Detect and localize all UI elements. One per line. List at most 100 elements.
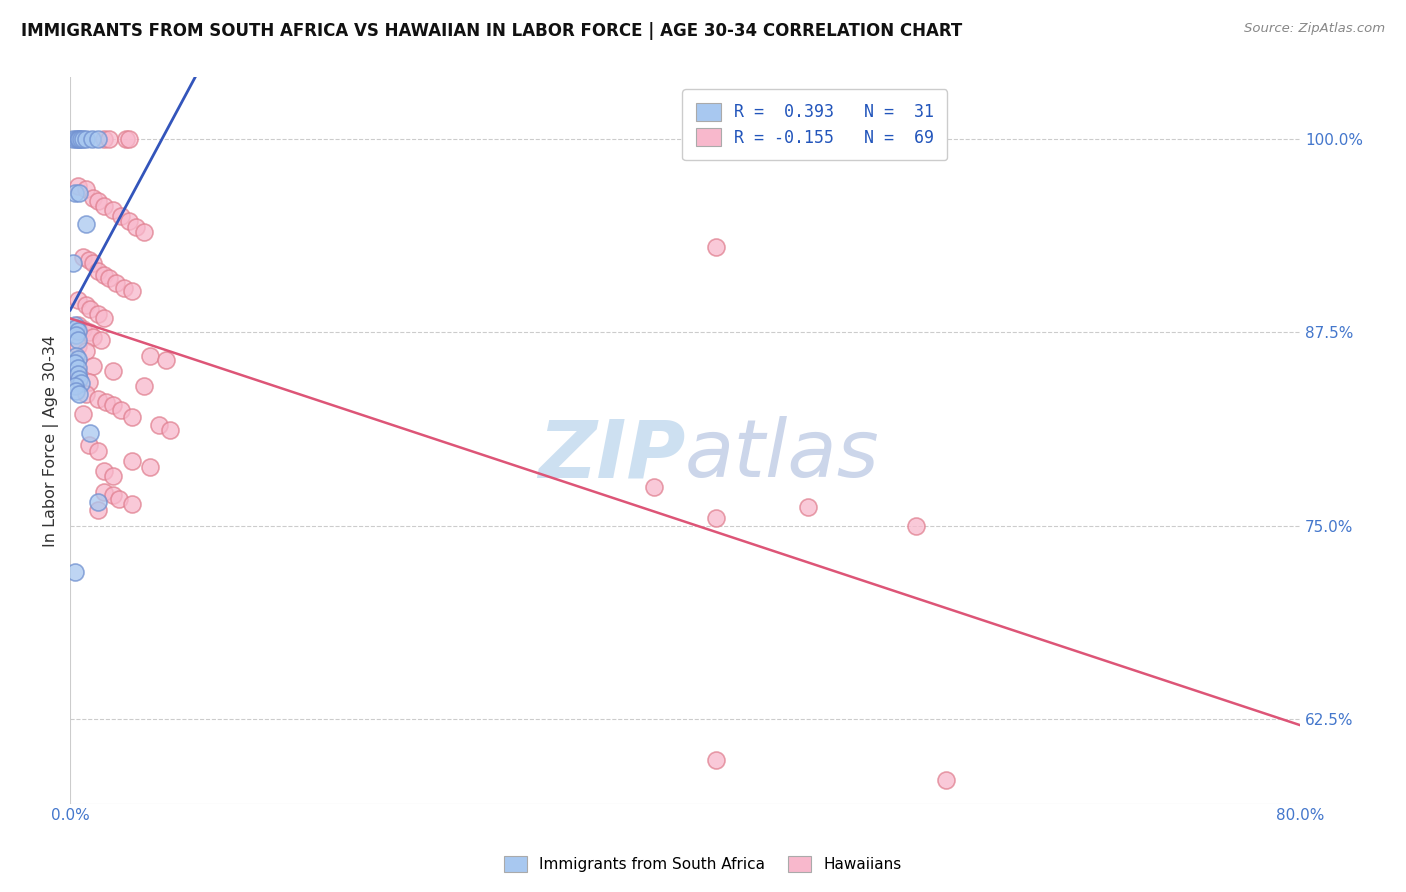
Point	[93, 268, 115, 283]
Point	[90, 333, 112, 347]
Point	[114, 132, 136, 146]
Point	[65, 384, 87, 398]
Point	[82, 359, 104, 374]
Point	[87, 132, 110, 146]
Point	[155, 353, 177, 368]
Point	[66, 333, 89, 347]
Point	[121, 410, 143, 425]
Point	[62, 256, 84, 270]
Point	[87, 503, 110, 517]
Point	[103, 398, 125, 412]
Point	[66, 178, 89, 193]
Point	[66, 318, 89, 332]
Point	[110, 402, 132, 417]
Point	[75, 217, 97, 231]
Point	[70, 132, 93, 146]
Point	[66, 339, 89, 353]
Point	[69, 372, 91, 386]
Point	[110, 210, 132, 224]
Point	[63, 186, 86, 201]
Point	[63, 565, 86, 579]
Point	[72, 250, 94, 264]
Point	[87, 263, 110, 277]
Point	[704, 240, 727, 254]
Point	[62, 132, 84, 146]
Point	[66, 324, 89, 338]
Point	[66, 360, 89, 375]
Point	[93, 465, 115, 479]
Point	[82, 330, 104, 344]
Point	[82, 256, 104, 270]
Point	[148, 418, 170, 433]
Point	[77, 438, 100, 452]
Point	[65, 328, 87, 343]
Point	[139, 459, 162, 474]
Legend: R =  0.393   N =  31, R = -0.155   N =  69: R = 0.393 N = 31, R = -0.155 N = 69	[682, 89, 948, 160]
Point	[70, 376, 93, 391]
Point	[63, 318, 86, 332]
Point	[69, 132, 91, 146]
Point	[87, 444, 110, 458]
Point	[93, 484, 115, 499]
Legend: Immigrants from South Africa, Hawaiians: Immigrants from South Africa, Hawaiians	[496, 848, 910, 880]
Point	[121, 497, 143, 511]
Point	[79, 425, 101, 440]
Point	[75, 387, 97, 401]
Point	[93, 311, 115, 326]
Point	[63, 379, 86, 393]
Point	[63, 356, 86, 370]
Point	[103, 203, 125, 218]
Point	[121, 284, 143, 298]
Point	[103, 364, 125, 378]
Point	[93, 132, 115, 146]
Point	[77, 375, 100, 389]
Point	[935, 773, 957, 788]
Point	[69, 387, 91, 401]
Point	[65, 349, 87, 363]
Point	[94, 395, 117, 409]
Point	[82, 191, 104, 205]
Point	[77, 252, 100, 267]
Point	[797, 500, 820, 514]
Point	[72, 407, 94, 421]
Point	[80, 132, 103, 146]
Point	[704, 510, 727, 524]
Point	[75, 343, 97, 358]
Point	[159, 423, 181, 437]
Point	[87, 307, 110, 321]
Point	[65, 132, 87, 146]
Point	[87, 194, 110, 208]
Point	[97, 271, 120, 285]
Point	[66, 132, 89, 146]
Point	[643, 480, 665, 494]
Point	[121, 453, 143, 467]
Point	[66, 351, 89, 366]
Point	[66, 370, 89, 384]
Point	[105, 276, 128, 290]
Point	[103, 469, 125, 483]
Point	[75, 297, 97, 311]
Point	[97, 132, 120, 146]
Point	[103, 487, 125, 501]
Point	[87, 495, 110, 509]
Point	[108, 492, 131, 507]
Text: atlas: atlas	[685, 416, 880, 494]
Point	[117, 132, 139, 146]
Point	[904, 518, 927, 533]
Point	[65, 320, 87, 334]
Point	[69, 186, 91, 201]
Point	[72, 132, 94, 146]
Point	[66, 367, 89, 381]
Point	[75, 182, 97, 196]
Point	[77, 326, 100, 340]
Text: IMMIGRANTS FROM SOUTH AFRICA VS HAWAIIAN IN LABOR FORCE | AGE 30-34 CORRELATION : IMMIGRANTS FROM SOUTH AFRICA VS HAWAIIAN…	[21, 22, 962, 40]
Point	[75, 132, 97, 146]
Text: Source: ZipAtlas.com: Source: ZipAtlas.com	[1244, 22, 1385, 36]
Point	[125, 220, 148, 235]
Point	[112, 280, 135, 294]
Text: ZIP: ZIP	[537, 416, 685, 494]
Point	[117, 214, 139, 228]
Point	[79, 302, 101, 317]
Point	[132, 379, 155, 393]
Point	[139, 349, 162, 363]
